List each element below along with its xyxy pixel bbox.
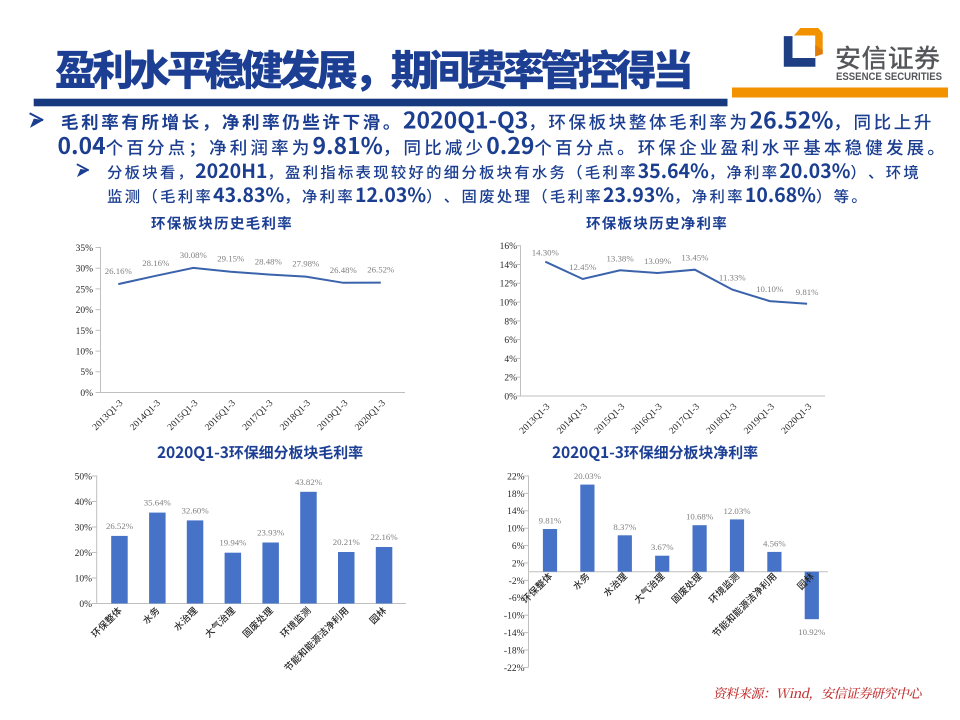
svg-text:25%: 25%: [76, 285, 94, 295]
svg-text:10.92%: 10.92%: [798, 627, 826, 637]
svg-text:-6%: -6%: [509, 594, 525, 604]
svg-text:11.33%: 11.33%: [719, 273, 746, 283]
svg-text:9.81%: 9.81%: [796, 287, 819, 297]
svg-text:2%: 2%: [504, 374, 517, 384]
svg-text:26.52%: 26.52%: [106, 521, 134, 531]
svg-text:28.16%: 28.16%: [142, 258, 170, 268]
svg-text:20.03%: 20.03%: [574, 471, 602, 481]
svg-text:19.94%: 19.94%: [219, 538, 247, 548]
svg-text:43.82%: 43.82%: [295, 477, 323, 487]
svg-text:9.81%: 9.81%: [539, 516, 562, 526]
svg-text:2017Q1-3: 2017Q1-3: [241, 398, 275, 432]
svg-text:12.03%: 12.03%: [723, 506, 751, 516]
svg-text:6%: 6%: [504, 336, 517, 346]
svg-text:0%: 0%: [79, 600, 92, 610]
svg-text:22.16%: 22.16%: [371, 532, 399, 542]
svg-text:10%: 10%: [507, 525, 525, 535]
svg-text:2015Q1-3: 2015Q1-3: [166, 398, 200, 432]
svg-text:2013Q1-3: 2013Q1-3: [91, 398, 125, 432]
svg-text:13.38%: 13.38%: [607, 253, 635, 263]
svg-text:12%: 12%: [500, 280, 518, 290]
svg-text:2%: 2%: [512, 559, 525, 569]
svg-text:30.08%: 30.08%: [180, 250, 208, 260]
svg-text:4.56%: 4.56%: [763, 538, 786, 548]
svg-text:20%: 20%: [75, 549, 93, 559]
svg-text:10.10%: 10.10%: [756, 284, 784, 294]
svg-text:-10%: -10%: [504, 612, 525, 622]
svg-text:35.64%: 35.64%: [144, 498, 172, 508]
svg-text:26.48%: 26.48%: [330, 265, 358, 275]
svg-text:-22%: -22%: [504, 664, 525, 674]
svg-text:2019Q1-3: 2019Q1-3: [743, 402, 777, 436]
svg-text:13.45%: 13.45%: [681, 253, 709, 263]
svg-text:0%: 0%: [80, 389, 93, 399]
svg-text:13.09%: 13.09%: [644, 256, 672, 266]
svg-text:2014Q1-3: 2014Q1-3: [556, 402, 590, 436]
svg-text:6%: 6%: [512, 542, 525, 552]
svg-text:10%: 10%: [76, 347, 94, 357]
svg-text:26.52%: 26.52%: [367, 265, 395, 275]
svg-text:32.60%: 32.60%: [182, 505, 210, 515]
svg-text:16%: 16%: [500, 242, 518, 252]
svg-text:27.98%: 27.98%: [292, 259, 320, 269]
svg-text:3.67%: 3.67%: [651, 542, 674, 552]
svg-text:10%: 10%: [75, 574, 93, 584]
svg-text:8.37%: 8.37%: [613, 522, 636, 532]
svg-text:-18%: -18%: [504, 646, 525, 656]
svg-text:28.48%: 28.48%: [255, 257, 283, 267]
svg-text:50%: 50%: [75, 472, 93, 482]
svg-text:-2%: -2%: [509, 577, 525, 587]
svg-text:10%: 10%: [500, 298, 518, 308]
svg-text:15%: 15%: [76, 327, 94, 337]
svg-text:40%: 40%: [75, 498, 93, 508]
svg-text:14.30%: 14.30%: [532, 248, 560, 258]
svg-text:2019Q1-3: 2019Q1-3: [316, 398, 350, 432]
svg-text:30%: 30%: [75, 523, 93, 533]
svg-text:2016Q1-3: 2016Q1-3: [630, 402, 664, 436]
svg-text:20.21%: 20.21%: [333, 537, 361, 547]
svg-text:5%: 5%: [80, 368, 93, 378]
svg-text:10.68%: 10.68%: [686, 512, 714, 522]
svg-text:2018Q1-3: 2018Q1-3: [705, 402, 739, 436]
svg-text:23.93%: 23.93%: [257, 527, 285, 537]
svg-text:2016Q1-3: 2016Q1-3: [204, 398, 238, 432]
svg-text:2020Q1-3: 2020Q1-3: [354, 398, 388, 432]
svg-text:12.45%: 12.45%: [569, 262, 597, 272]
svg-text:2017Q1-3: 2017Q1-3: [668, 402, 702, 436]
svg-text:22%: 22%: [507, 472, 525, 482]
svg-text:26.16%: 26.16%: [105, 266, 133, 276]
svg-text:4%: 4%: [504, 355, 517, 365]
svg-text:20%: 20%: [76, 306, 94, 316]
svg-text:30%: 30%: [76, 265, 94, 275]
svg-text:0%: 0%: [504, 392, 517, 402]
svg-text:2020Q1-3: 2020Q1-3: [780, 402, 814, 436]
svg-text:2013Q1-3: 2013Q1-3: [518, 402, 552, 436]
svg-text:ESSENCE SECURITIES: ESSENCE SECURITIES: [836, 71, 942, 83]
svg-text:18%: 18%: [507, 490, 525, 500]
svg-text:8%: 8%: [504, 317, 517, 327]
svg-text:2018Q1-3: 2018Q1-3: [279, 398, 313, 432]
svg-text:-14%: -14%: [504, 629, 525, 639]
svg-text:14%: 14%: [507, 507, 525, 517]
svg-text:14%: 14%: [500, 261, 518, 271]
svg-text:2015Q1-3: 2015Q1-3: [593, 402, 627, 436]
svg-text:29.15%: 29.15%: [217, 254, 245, 264]
svg-text:35%: 35%: [76, 244, 94, 254]
svg-text:2014Q1-3: 2014Q1-3: [129, 398, 163, 432]
